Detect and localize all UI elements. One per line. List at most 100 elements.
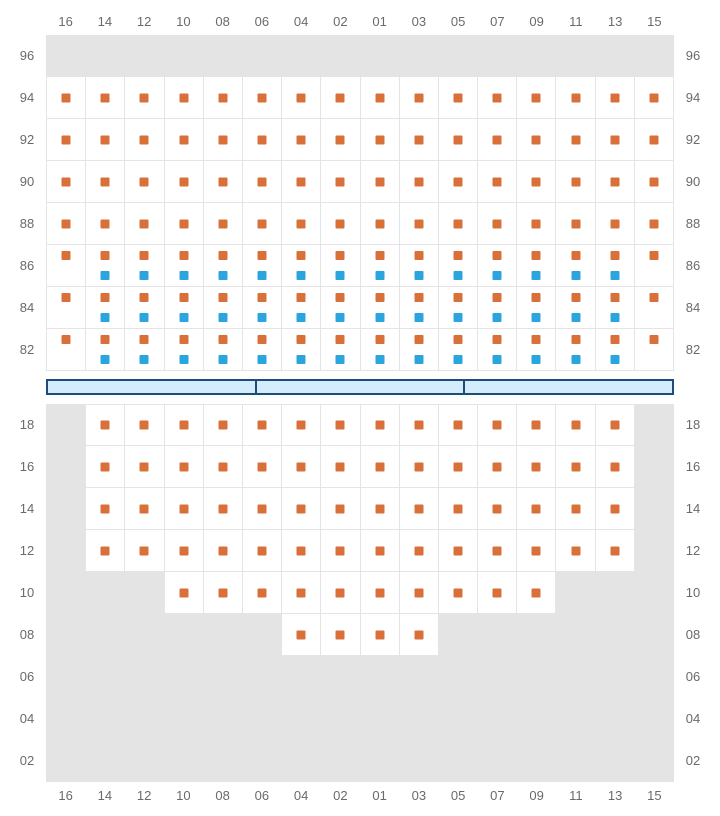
seat-cell[interactable] [517, 329, 556, 371]
seat-cell[interactable] [556, 404, 595, 446]
seat-cell[interactable] [596, 245, 635, 287]
seat-cell[interactable] [556, 446, 595, 488]
seat-marker[interactable] [414, 462, 423, 471]
seat-cell[interactable] [635, 404, 674, 446]
seat-marker[interactable] [532, 135, 541, 144]
seat-cell[interactable] [46, 329, 86, 371]
seat-marker[interactable] [571, 93, 580, 102]
seat-cell[interactable] [635, 740, 674, 782]
seat-cell[interactable] [556, 329, 595, 371]
seat-cell[interactable] [361, 530, 400, 572]
seat-marker[interactable] [62, 293, 71, 302]
seat-cell[interactable] [125, 446, 164, 488]
seat-cell[interactable] [400, 614, 439, 656]
seat-marker[interactable] [258, 135, 267, 144]
seat-cell[interactable] [321, 698, 360, 740]
seat-cell[interactable] [282, 287, 321, 329]
seat-cell[interactable] [478, 203, 517, 245]
seat-cell[interactable] [439, 329, 478, 371]
seat-marker[interactable] [336, 135, 345, 144]
seat-marker[interactable] [218, 135, 227, 144]
seat-cell[interactable] [86, 329, 125, 371]
seat-marker[interactable] [571, 219, 580, 228]
seat-cell[interactable] [361, 35, 400, 77]
seat-cell[interactable] [361, 698, 400, 740]
seat-cell[interactable] [635, 488, 674, 530]
seat-cell[interactable] [243, 614, 282, 656]
seat-cell[interactable] [46, 698, 86, 740]
seat-cell[interactable] [204, 698, 243, 740]
seat-cell[interactable] [361, 740, 400, 782]
seat-cell[interactable] [400, 287, 439, 329]
seat-cell[interactable] [517, 740, 556, 782]
seat-marker[interactable] [375, 177, 384, 186]
seat-marker[interactable] [571, 355, 580, 364]
seat-marker[interactable] [610, 335, 619, 344]
seat-cell[interactable] [282, 446, 321, 488]
seat-marker[interactable] [493, 421, 502, 430]
seat-cell[interactable] [478, 245, 517, 287]
seat-marker[interactable] [218, 313, 227, 322]
seat-marker[interactable] [258, 313, 267, 322]
seat-marker[interactable] [493, 335, 502, 344]
seat-cell[interactable] [556, 161, 595, 203]
seat-marker[interactable] [297, 313, 306, 322]
seat-cell[interactable] [400, 446, 439, 488]
seat-marker[interactable] [375, 546, 384, 555]
seat-cell[interactable] [596, 446, 635, 488]
seat-cell[interactable] [400, 656, 439, 698]
seat-marker[interactable] [375, 355, 384, 364]
seat-cell[interactable] [635, 35, 674, 77]
seat-cell[interactable] [282, 740, 321, 782]
seat-cell[interactable] [517, 446, 556, 488]
seat-cell[interactable] [478, 740, 517, 782]
seat-marker[interactable] [414, 313, 423, 322]
seat-marker[interactable] [375, 335, 384, 344]
seat-marker[interactable] [493, 219, 502, 228]
seat-cell[interactable] [400, 698, 439, 740]
seat-marker[interactable] [297, 271, 306, 280]
seat-cell[interactable] [321, 404, 360, 446]
seat-cell[interactable] [400, 35, 439, 77]
seat-marker[interactable] [610, 219, 619, 228]
seat-marker[interactable] [571, 271, 580, 280]
seat-marker[interactable] [336, 293, 345, 302]
seat-marker[interactable] [453, 504, 462, 513]
seat-marker[interactable] [140, 335, 149, 344]
seat-marker[interactable] [414, 355, 423, 364]
seat-marker[interactable] [532, 355, 541, 364]
seat-cell[interactable] [165, 404, 204, 446]
seat-marker[interactable] [336, 588, 345, 597]
seat-marker[interactable] [532, 335, 541, 344]
seat-marker[interactable] [493, 135, 502, 144]
seat-marker[interactable] [414, 251, 423, 260]
seat-marker[interactable] [140, 462, 149, 471]
seat-marker[interactable] [414, 135, 423, 144]
seat-cell[interactable] [596, 530, 635, 572]
seat-marker[interactable] [101, 251, 110, 260]
seat-marker[interactable] [610, 355, 619, 364]
seat-cell[interactable] [125, 698, 164, 740]
seat-cell[interactable] [361, 203, 400, 245]
seat-marker[interactable] [375, 219, 384, 228]
seat-cell[interactable] [282, 161, 321, 203]
seat-cell[interactable] [478, 287, 517, 329]
seat-cell[interactable] [556, 119, 595, 161]
seat-cell[interactable] [556, 287, 595, 329]
seat-marker[interactable] [140, 251, 149, 260]
seat-cell[interactable] [282, 572, 321, 614]
seat-marker[interactable] [179, 421, 188, 430]
seat-cell[interactable] [517, 77, 556, 119]
seat-marker[interactable] [532, 421, 541, 430]
seat-marker[interactable] [649, 135, 658, 144]
seat-cell[interactable] [596, 35, 635, 77]
seat-cell[interactable] [596, 287, 635, 329]
seat-cell[interactable] [321, 488, 360, 530]
seat-marker[interactable] [571, 462, 580, 471]
seat-marker[interactable] [453, 177, 462, 186]
seat-cell[interactable] [165, 287, 204, 329]
seat-marker[interactable] [414, 588, 423, 597]
seat-cell[interactable] [635, 614, 674, 656]
seat-cell[interactable] [165, 530, 204, 572]
seat-cell[interactable] [321, 161, 360, 203]
